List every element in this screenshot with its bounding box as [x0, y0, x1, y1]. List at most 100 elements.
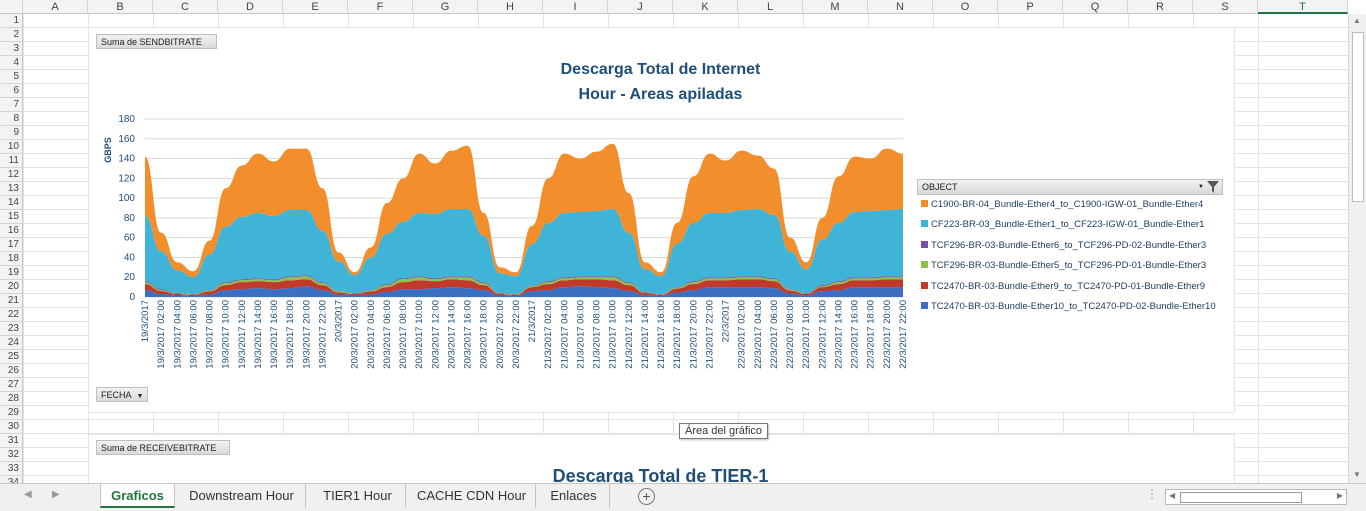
- legend-swatch: [921, 261, 928, 269]
- add-sheet-icon[interactable]: +: [638, 488, 655, 505]
- row-header-17[interactable]: 17: [0, 238, 23, 252]
- row-header-16[interactable]: 16: [0, 224, 23, 238]
- column-header-s[interactable]: S: [1193, 0, 1258, 14]
- column-header-t[interactable]: T: [1258, 0, 1348, 14]
- hscroll-right-icon[interactable]: ▶: [1336, 491, 1343, 500]
- hscroll-thumb[interactable]: [1180, 492, 1302, 503]
- tab-tier1-hour[interactable]: TIER1 Hour: [310, 484, 406, 508]
- more-options-icon[interactable]: ⋮: [1146, 487, 1158, 501]
- row-header-5[interactable]: 5: [0, 70, 23, 84]
- dropdown-arrow-icon: ▼: [1198, 184, 1204, 190]
- row-header-4[interactable]: 4: [0, 56, 23, 70]
- chart-title: Descarga Total de Internet: [560, 61, 761, 78]
- row-header-12[interactable]: 12: [0, 168, 23, 182]
- column-header-d[interactable]: D: [218, 0, 283, 14]
- column-header-m[interactable]: M: [803, 0, 868, 14]
- row-header-26[interactable]: 26: [0, 364, 23, 378]
- column-header-h[interactable]: H: [478, 0, 543, 14]
- row-header-22[interactable]: 22: [0, 308, 23, 322]
- col-gridline: [23, 14, 24, 483]
- column-header-b[interactable]: B: [88, 0, 153, 14]
- legend-label: TC2470-BR-03-Bundle-Ether9_to_TC2470-PD-…: [931, 280, 1206, 292]
- column-header-a[interactable]: A: [23, 0, 88, 14]
- tab-scroll-right-icon[interactable]: ▶: [52, 489, 60, 500]
- column-header-e[interactable]: E: [283, 0, 348, 14]
- select-all-corner[interactable]: [0, 0, 23, 14]
- column-header-k[interactable]: K: [673, 0, 738, 14]
- row-header-1[interactable]: 1: [0, 14, 23, 28]
- row-header-31[interactable]: 31: [0, 434, 23, 448]
- row-header-15[interactable]: 15: [0, 210, 23, 224]
- tab-graficos[interactable]: Graficos: [100, 484, 175, 508]
- column-header-q[interactable]: Q: [1063, 0, 1128, 14]
- row-header-6[interactable]: 6: [0, 84, 23, 98]
- row-header-32[interactable]: 32: [0, 448, 23, 462]
- vertical-scrollbar[interactable]: ▲ ▼: [1348, 14, 1366, 483]
- legend-entry[interactable]: CF223-BR-03_Bundle-Ether1_to_CF223-IGW-0…: [921, 218, 1204, 232]
- row-header-20[interactable]: 20: [0, 280, 23, 294]
- row-header-28[interactable]: 28: [0, 392, 23, 406]
- row-header-8[interactable]: 8: [0, 112, 23, 126]
- row-gridline: [23, 419, 1348, 420]
- row-header-3[interactable]: 3: [0, 42, 23, 56]
- sheet-tab-bar: ◀ ▶ Graficos Downstream Hour TIER1 Hour …: [0, 483, 1366, 511]
- hscroll-left-icon[interactable]: ◀: [1169, 491, 1176, 500]
- row-header-24[interactable]: 24: [0, 336, 23, 350]
- tab-enlaces[interactable]: Enlaces: [538, 484, 610, 508]
- column-header-n[interactable]: N: [868, 0, 933, 14]
- column-header-g[interactable]: G: [413, 0, 478, 14]
- row-header-11[interactable]: 11: [0, 154, 23, 168]
- row-header-29[interactable]: 29: [0, 406, 23, 420]
- col-gridline: [1258, 14, 1259, 483]
- row-header-19[interactable]: 19: [0, 266, 23, 280]
- legend-entry[interactable]: TC2470-BR-03-Bundle-Ether10_to_TC2470-PD…: [921, 300, 1216, 314]
- column-header-c[interactable]: C: [153, 0, 218, 14]
- legend-swatch: [921, 281, 928, 289]
- legend-swatch: [921, 199, 928, 207]
- dropdown-arrow-icon: ▼: [136, 393, 144, 400]
- legend-entry[interactable]: TCF296-BR-03-Bundle-Ether6_to_TCF296-PD-…: [921, 239, 1206, 253]
- legend-entry[interactable]: TCF296-BR-03-Bundle-Ether5_to_TCF296-PD-…: [921, 259, 1206, 273]
- value-field-button[interactable]: Suma de SENDBITRATE: [96, 34, 217, 49]
- column-header-r[interactable]: R: [1128, 0, 1193, 14]
- row-header-33[interactable]: 33: [0, 462, 23, 476]
- row-header-18[interactable]: 18: [0, 252, 23, 266]
- legend-label: CF223-BR-03_Bundle-Ether1_to_CF223-IGW-0…: [931, 219, 1205, 231]
- legend-swatch: [921, 301, 928, 309]
- column-header-l[interactable]: L: [738, 0, 803, 14]
- column-header-j[interactable]: J: [608, 0, 673, 14]
- row-header-9[interactable]: 9: [0, 126, 23, 140]
- tab-scroll-left-icon[interactable]: ◀: [24, 489, 32, 500]
- horizontal-scrollbar[interactable]: ◀ ▶: [1165, 489, 1347, 505]
- legend-field-label: OBJECT: [922, 182, 958, 192]
- axis-field-button[interactable]: FECHA ▼: [96, 387, 148, 402]
- tab-cache-cdn-hour[interactable]: CACHE CDN Hour: [408, 484, 536, 508]
- value-field-button-2[interactable]: Suma de RECEIVEBITRATE: [96, 440, 230, 455]
- column-header-i[interactable]: I: [543, 0, 608, 14]
- scroll-up-icon[interactable]: ▲: [1353, 16, 1361, 25]
- row-header-10[interactable]: 10: [0, 140, 23, 154]
- row-header-21[interactable]: 21: [0, 294, 23, 308]
- chart2-title: Descarga Total de TIER-1: [552, 466, 769, 486]
- row-header-30[interactable]: 30: [0, 420, 23, 434]
- column-header-o[interactable]: O: [933, 0, 998, 14]
- column-header-f[interactable]: F: [348, 0, 413, 14]
- legend-label: TCF296-BR-03-Bundle-Ether6_to_TCF296-PD-…: [931, 239, 1207, 251]
- legend-entry[interactable]: C1900-BR-04_Bundle-Ether4_to_C1900-IGW-0…: [921, 198, 1203, 212]
- legend-entry[interactable]: TC2470-BR-03-Bundle-Ether9_to_TC2470-PD-…: [921, 280, 1205, 294]
- row-header-25[interactable]: 25: [0, 350, 23, 364]
- row-header-7[interactable]: 7: [0, 98, 23, 112]
- legend-field-button[interactable]: OBJECT ▼: [917, 179, 1223, 195]
- legend-label: TC2470-BR-03-Bundle-Ether10_to_TC2470-PD…: [931, 301, 1216, 312]
- scroll-thumb[interactable]: [1352, 32, 1364, 202]
- row-header-2[interactable]: 2: [0, 28, 23, 42]
- row-header-13[interactable]: 13: [0, 182, 23, 196]
- scroll-down-icon[interactable]: ▼: [1353, 470, 1361, 479]
- row-header-23[interactable]: 23: [0, 322, 23, 336]
- column-header-p[interactable]: P: [998, 0, 1063, 14]
- tab-downstream-hour[interactable]: Downstream Hour: [178, 484, 306, 508]
- axis-field-label: FECHA: [101, 390, 132, 400]
- filter-icon[interactable]: [1206, 180, 1220, 198]
- row-header-14[interactable]: 14: [0, 196, 23, 210]
- row-header-27[interactable]: 27: [0, 378, 23, 392]
